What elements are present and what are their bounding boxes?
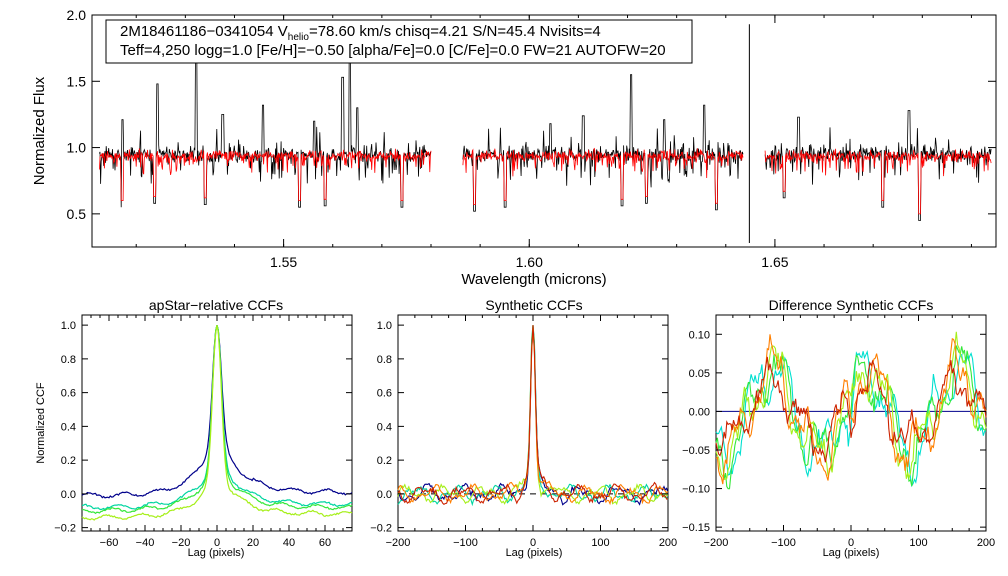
- x-tick-label: 1.60: [516, 254, 543, 270]
- x-tick-label: −100: [453, 537, 478, 549]
- x-tick-label: −200: [386, 537, 411, 549]
- apstar-ccf-ticks: −60 −40 −20 0 20 40 60 −0.2 0.0 0.2 0.4 0.6 0.8 1.0: [54, 315, 353, 549]
- spectrum-panel: 1.55 1.60 1.65 0.5 1.0 1.5 2.0 2M18461186−0341…: [31, 7, 997, 288]
- y-tick-label: 0.0: [61, 489, 76, 501]
- synthetic-ccf-ticks: −200 −100 0 100 200 −0.2 0.0 0.2 0.4 0.6 0.8 1.0: [370, 315, 677, 549]
- y-tick-label: 0.2: [61, 455, 76, 467]
- x-tick-label: −100: [771, 537, 796, 549]
- synthetic-ccf-line-visit-1: [397, 325, 669, 507]
- difference-ccf-series: [715, 331, 987, 490]
- synthetic-ccf-xlabel: Lag (pixels): [506, 547, 563, 559]
- x-tick-label: 100: [591, 537, 609, 549]
- difference-ccf-line-visit-4: [715, 334, 987, 485]
- y-tick-label: 0.8: [377, 354, 392, 366]
- y-tick-label: 0.6: [377, 388, 392, 400]
- y-tick-label: 0.2: [377, 455, 392, 467]
- x-tick-label: 1.55: [270, 254, 297, 270]
- spectrum-ylabel: Normalized Flux: [31, 76, 48, 185]
- y-tick-label: −0.2: [370, 523, 392, 535]
- info-line-2: Teff=4,250 logg=1.0 [Fe/H]=−0.50 [alpha/…: [120, 42, 666, 59]
- synthetic-ccf-panel: Synthetic CCFs −200 −100 0 100 200 −0.2 0.0 0.2…: [370, 297, 677, 559]
- synthetic-ccf-series: [397, 325, 669, 507]
- y-tick-label: 0.5: [67, 206, 87, 222]
- y-tick-label: 0.10: [689, 329, 710, 341]
- spectrum-ticks: 1.55 1.60 1.65 0.5 1.0 1.5 2.0: [67, 7, 996, 270]
- apstar-ccf-line-combined: [81, 324, 353, 499]
- spectrum-line-model: [764, 148, 992, 215]
- synthetic-ccf-line-visit-2: [397, 325, 669, 506]
- y-tick-label: 0.05: [689, 368, 710, 380]
- synthetic-ccf-line-combined: [397, 325, 669, 506]
- y-tick-label: 1.0: [61, 320, 76, 332]
- difference-ccf-ticks: −200 −100 0 100 200 −0.15 −0.10 −0.05 0.00 0.05 0.…: [682, 315, 995, 549]
- difference-ccf-title: Difference Synthetic CCFs: [769, 297, 934, 313]
- x-tick-label: 0: [530, 537, 536, 549]
- x-tick-label: 40: [283, 537, 295, 549]
- synthetic-ccf-line-visit-4: [397, 325, 669, 505]
- spectrum-series: [99, 24, 992, 244]
- synthetic-ccf-line-visit-3: [397, 327, 669, 506]
- y-tick-label: −0.2: [54, 523, 76, 535]
- y-tick-label: 1.5: [67, 73, 87, 89]
- info-line-1: 2M18461186−0341054 Vhelio=78.60 km/s chi…: [120, 23, 601, 43]
- y-tick-label: −0.10: [682, 484, 710, 496]
- y-tick-label: 0.8: [61, 354, 76, 366]
- x-tick-label: −60: [100, 537, 119, 549]
- x-tick-label: 200: [977, 537, 995, 549]
- y-tick-label: 0.6: [61, 388, 76, 400]
- apstar-ccf-ylabel: Normalized CCF: [35, 382, 47, 464]
- spectrum-line-observed: [99, 50, 432, 208]
- spectrum-frame: [91, 14, 997, 248]
- y-tick-label: 0.4: [61, 421, 76, 433]
- x-tick-label: 20: [247, 537, 259, 549]
- y-tick-label: 0.4: [377, 421, 392, 433]
- spectrum-line-model: [462, 147, 744, 206]
- apstar-ccf-panel: apStar−relative CCFs −60 −40 −20 0 20 40 60 −0.…: [35, 297, 353, 559]
- y-tick-label: −0.05: [682, 445, 710, 457]
- x-tick-label: −200: [704, 537, 729, 549]
- x-tick-label: 60: [319, 537, 331, 549]
- y-tick-label: 1.0: [377, 320, 392, 332]
- spectrum-line-model: [99, 148, 432, 202]
- x-tick-label: −40: [136, 537, 155, 549]
- spectrum-info-box: 2M18461186−0341054 Vhelio=78.60 km/s chi…: [105, 19, 693, 64]
- spectrum-xlabel: Wavelength (microns): [461, 271, 606, 288]
- synthetic-ccf-title: Synthetic CCFs: [485, 297, 582, 313]
- y-tick-label: 0.00: [689, 406, 710, 418]
- x-tick-label: −20: [172, 537, 191, 549]
- apstar-ccf-title: apStar−relative CCFs: [149, 297, 283, 313]
- apstar-ccf-line-visit-3: [81, 324, 353, 521]
- apstar-ccf-frame: [81, 314, 353, 532]
- spectrum-line-observed: [462, 74, 744, 212]
- apstar-ccf-series: [81, 324, 353, 521]
- y-tick-label: 2.0: [67, 7, 87, 23]
- x-tick-label: 100: [909, 537, 927, 549]
- difference-ccf-line-mean: [715, 356, 987, 463]
- difference-ccf-panel: Difference Synthetic CCFs −200 −100 0 100 20…: [682, 297, 995, 559]
- x-tick-label: 1.65: [761, 254, 788, 270]
- apstar-ccf-xlabel: Lag (pixels): [188, 547, 245, 559]
- y-tick-label: 1.0: [67, 140, 87, 156]
- x-tick-label: 0: [848, 537, 854, 549]
- apstar-ccf-line-visit-2: [82, 324, 353, 515]
- y-tick-label: 0.0: [377, 489, 392, 501]
- difference-ccf-xlabel: Lag (pixels): [823, 547, 880, 559]
- x-tick-label: 200: [659, 537, 677, 549]
- y-tick-label: −0.15: [682, 522, 710, 534]
- spectrum-line-observed: [764, 110, 992, 221]
- apstar-ccf-line-visit-1: [81, 324, 353, 511]
- x-tick-label: 0: [214, 537, 220, 549]
